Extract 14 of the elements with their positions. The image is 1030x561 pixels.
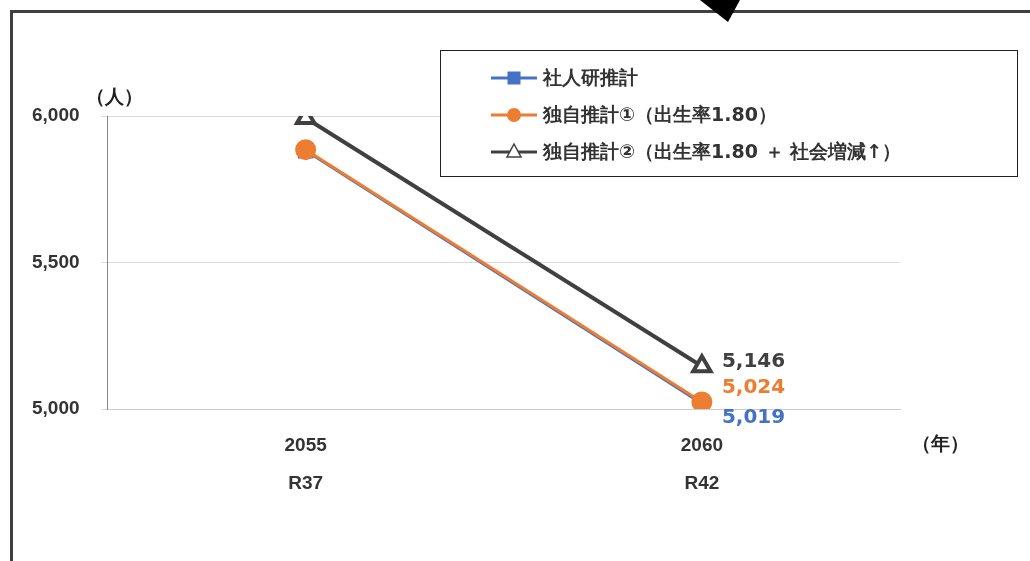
y-axis-title: （人）: [85, 84, 143, 107]
data-label: 5,019: [721, 403, 786, 428]
legend-label: 独自推計①（出生率1.80）: [543, 101, 777, 127]
legend-label: 社人研推計: [543, 64, 638, 90]
data-label: 5,146: [721, 348, 786, 373]
x-tick-label: 2060 R42: [680, 434, 724, 494]
y-tick-label: 6,000: [32, 104, 80, 126]
x-axis-title: （年）: [912, 431, 969, 454]
data-label: 5,024: [721, 374, 786, 399]
legend-label: 独自推計②（出生率1.80 ＋ 社会増減↑）: [543, 138, 902, 164]
y-tick-label: 5,000: [32, 397, 80, 419]
point: [691, 391, 713, 409]
y-tick-label: 5,500: [32, 250, 80, 272]
x-tick-label: 2055 R37: [284, 434, 328, 494]
